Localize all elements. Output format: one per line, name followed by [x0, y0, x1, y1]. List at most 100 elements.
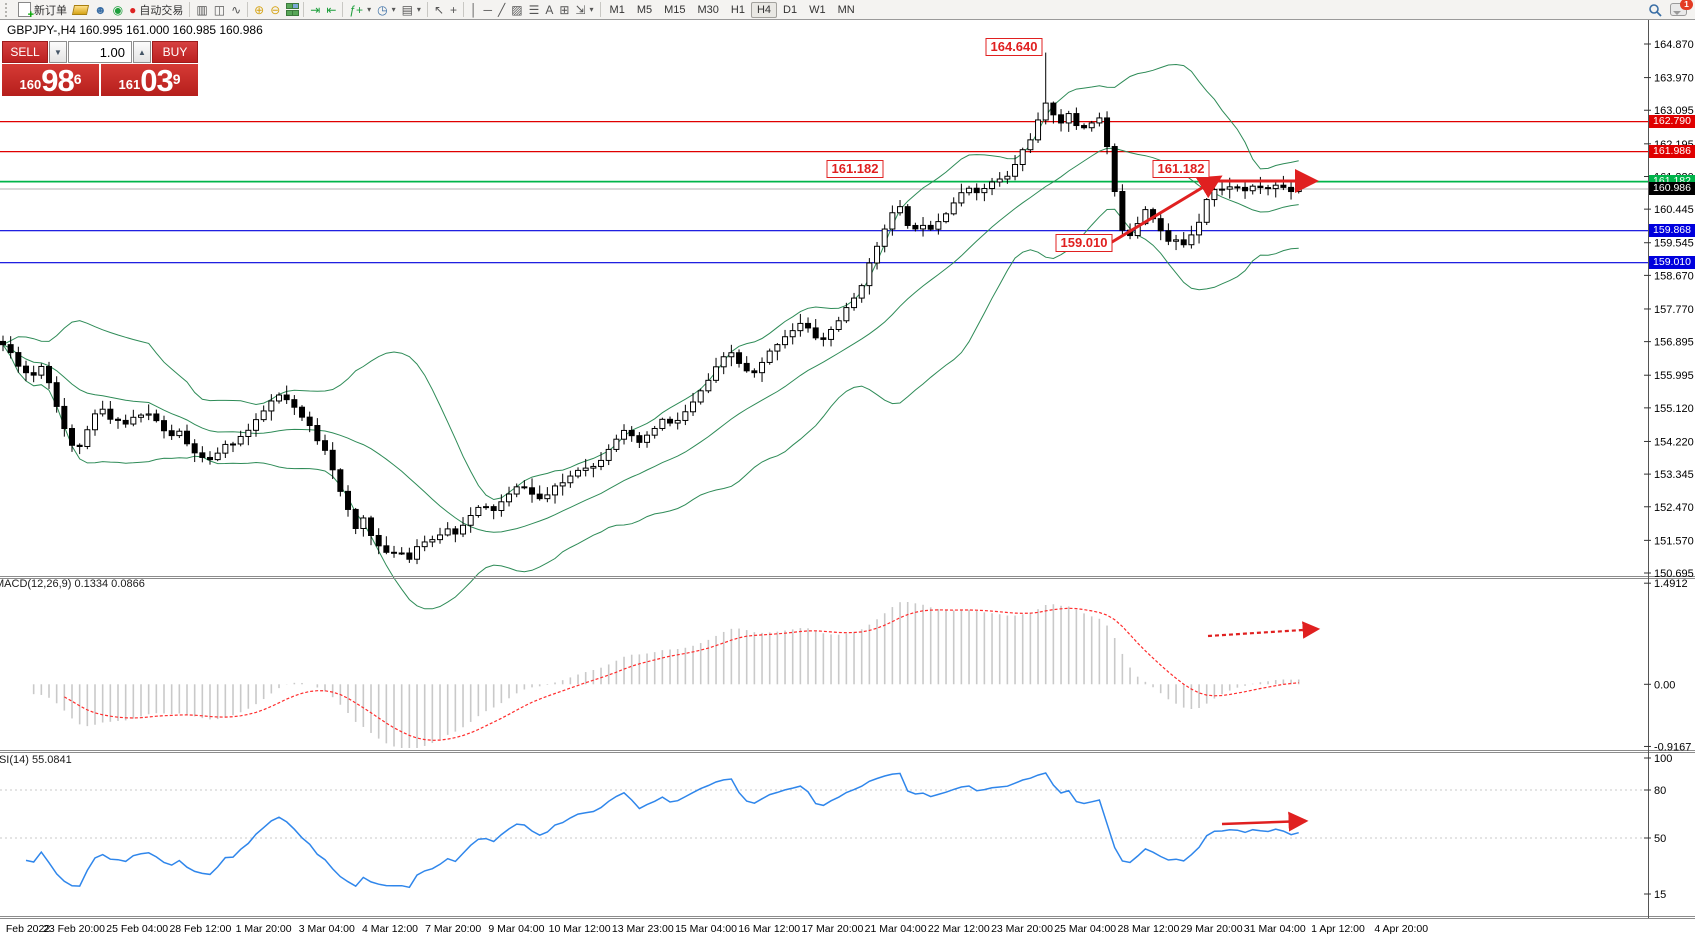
signal-icon: ◉ [112, 2, 124, 17]
price-annotation[interactable]: 161.182 [1152, 160, 1210, 178]
new-order-button[interactable]: 新订单 [15, 1, 70, 21]
trend-arrow[interactable] [1207, 621, 1321, 639]
zoom-out-button[interactable]: ⊖ [267, 1, 283, 19]
tab-timeframe-M15[interactable]: M15 [664, 3, 686, 16]
line-chart-icon: ∿ [231, 2, 242, 17]
candle [38, 365, 45, 376]
profile-button[interactable]: ☻ [91, 1, 110, 19]
candle [628, 429, 635, 437]
price-annotation[interactable]: 164.640 [985, 38, 1043, 56]
candle [835, 320, 842, 330]
trend-arrow[interactable] [1106, 175, 1223, 247]
crosshair-button[interactable]: + [447, 1, 460, 19]
toolbar-grip[interactable] [5, 2, 12, 17]
volume-input[interactable] [68, 41, 132, 63]
candle [805, 322, 812, 329]
rsi-tick-label: 50 [1654, 833, 1666, 845]
price-tick-label: 160.445 [1654, 204, 1694, 216]
trend-arrow[interactable] [1221, 811, 1309, 832]
price-tick-label: 154.220 [1654, 436, 1694, 448]
tab-timeframe-H1[interactable]: H1 [730, 3, 745, 16]
line-chart-button[interactable]: ∿ [228, 1, 244, 19]
candle [1058, 114, 1065, 124]
zoom-out-icon: ⊖ [270, 2, 281, 17]
tab-timeframe-M1[interactable]: M1 [609, 3, 625, 16]
candle [789, 330, 796, 338]
candle [851, 297, 858, 309]
search-icon[interactable] [1648, 3, 1662, 17]
tab-timeframe-M30[interactable]: M30 [697, 3, 719, 16]
candle [996, 178, 1003, 183]
indicators-button[interactable]: ƒ+ ▾ [346, 1, 374, 19]
candle [406, 552, 413, 560]
volume-decrease-button[interactable]: ▼ [49, 41, 67, 63]
equidistant-channel-button[interactable]: ▨ [508, 1, 525, 19]
tab-timeframe-MN[interactable]: MN [837, 3, 855, 16]
buy-price-panel[interactable]: 161 03 9 [101, 64, 198, 96]
tab-timeframe-M5[interactable]: M5 [636, 3, 653, 16]
candlestick-chart-button[interactable]: ◫ [211, 1, 228, 19]
candle [590, 465, 597, 469]
bar-chart-button[interactable]: ▥ [193, 1, 210, 19]
sell-button[interactable]: SELL [2, 41, 48, 63]
candle [736, 352, 743, 364]
time-axis-label: 3 Mar 04:00 [299, 923, 355, 935]
fibonacci-button[interactable]: ☰ [526, 1, 543, 19]
tab-timeframe-W1[interactable]: W1 [809, 3, 826, 16]
arrows-button[interactable]: ⇲ ▾ [572, 1, 596, 19]
text-label-icon: ⊞ [559, 2, 570, 17]
trendline-button[interactable]: ╱ [495, 1, 508, 19]
volume-increase-button[interactable]: ▲ [133, 41, 151, 63]
price-annotation[interactable]: 161.182 [826, 160, 884, 178]
templates-button[interactable]: ▤ ▾ [399, 1, 424, 19]
chat-icon[interactable]: 1 [1670, 0, 1693, 16]
gold-bar-button[interactable] [70, 1, 91, 19]
zoom-in-button[interactable]: ⊕ [251, 1, 267, 19]
autoscroll-button[interactable]: ⇥ [307, 1, 323, 19]
candle [437, 534, 444, 541]
candle [345, 490, 352, 510]
bollinger-lower-band [2, 208, 1299, 610]
tile-windows-button[interactable] [283, 1, 300, 19]
buy-button[interactable]: BUY [152, 41, 198, 63]
candle [138, 414, 145, 418]
candle [460, 524, 467, 535]
candle [498, 501, 505, 511]
time-axis-label: 25 Mar 04:00 [1054, 923, 1116, 935]
candle [398, 552, 405, 555]
candle [605, 448, 612, 461]
price-axis-badge-162.790: 162.790 [1649, 115, 1695, 129]
profile-icon: ☻ [94, 2, 107, 17]
candle [92, 413, 99, 431]
time-axis-label: 1 Apr 12:00 [1311, 923, 1365, 935]
price-axis-badge-159.868: 159.868 [1649, 224, 1695, 238]
cursor-button[interactable]: ↖ [431, 1, 447, 19]
arrows-icon: ⇲ [575, 2, 586, 17]
candle [122, 419, 129, 425]
candle [536, 493, 543, 500]
candle [268, 400, 275, 412]
timeframe-group: M1 M5 M15 M30 H1 H4 D1 W1 MN [604, 1, 861, 18]
candle [15, 352, 22, 367]
vertical-line-button[interactable]: │ [467, 1, 481, 19]
text-label-button[interactable]: ⊞ [556, 1, 572, 19]
price-annotation[interactable]: 159.010 [1055, 234, 1113, 252]
tab-timeframe-D1[interactable]: D1 [783, 3, 798, 16]
signal-button[interactable]: ◉ [110, 1, 126, 19]
periods-button[interactable]: ◷ ▾ [374, 1, 399, 19]
auto-trading-button[interactable]: ● 自动交易 [126, 1, 186, 19]
candle [1272, 184, 1279, 190]
sell-price-panel[interactable]: 160 98 6 [2, 64, 99, 96]
candle [1249, 185, 1256, 192]
candle [0, 340, 6, 346]
time-axis-label: 28 Feb 12:00 [169, 923, 231, 935]
candle [23, 365, 30, 374]
candle [567, 475, 574, 484]
candle [1165, 230, 1172, 242]
horizontal-line-button[interactable]: ─ [481, 1, 496, 19]
text-button[interactable]: A [542, 1, 556, 19]
tab-timeframe-H4[interactable]: H4 [750, 1, 778, 18]
shift-chart-button[interactable]: ⇤ [323, 1, 339, 19]
price-tick-label: 155.120 [1654, 403, 1694, 415]
